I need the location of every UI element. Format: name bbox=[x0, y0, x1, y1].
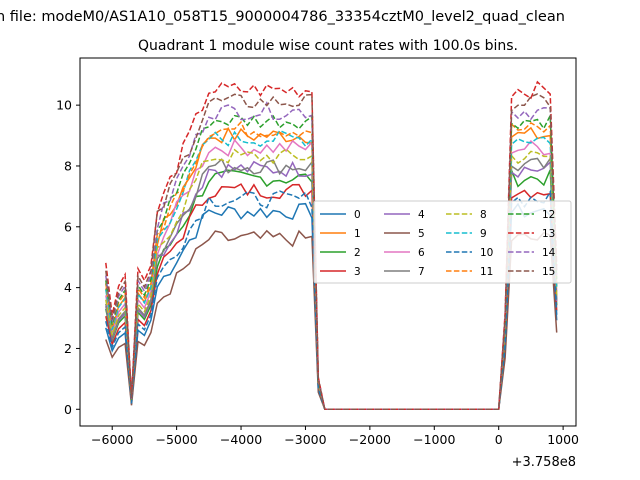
legend-label: 2 bbox=[354, 247, 361, 259]
x-tick-label: −6000 bbox=[91, 432, 133, 447]
legend-box bbox=[313, 200, 572, 284]
legend-label: 8 bbox=[480, 209, 487, 221]
legend-label: 0 bbox=[354, 209, 361, 221]
x-tick-label: −1000 bbox=[413, 432, 455, 447]
legend-label: 15 bbox=[542, 266, 555, 278]
legend-label: 13 bbox=[542, 228, 555, 240]
series-line-15 bbox=[105, 93, 558, 411]
legend-label: 11 bbox=[480, 266, 493, 278]
x-tick-label: 0 bbox=[495, 432, 503, 447]
legend-label: 14 bbox=[542, 247, 556, 259]
x-tick-label: −3000 bbox=[284, 432, 326, 447]
legend-label: 9 bbox=[480, 228, 487, 240]
y-axis: 0 2 4 6 8 10 bbox=[56, 98, 80, 417]
legend-label: 4 bbox=[418, 209, 425, 221]
y-tick-label: 10 bbox=[56, 98, 72, 113]
x-tick-label: −4000 bbox=[220, 432, 262, 447]
plot-frame bbox=[79, 57, 577, 427]
legend-label: 3 bbox=[354, 266, 361, 278]
y-tick-label: 6 bbox=[64, 219, 72, 234]
chart-suptitle: n file: modeM0/AS1A10_058T15_9000004786_… bbox=[0, 9, 565, 25]
y-tick-label: 0 bbox=[64, 402, 72, 417]
x-offset-label: +3.758e8 bbox=[512, 455, 576, 470]
y-tick-label: 8 bbox=[64, 158, 72, 173]
legend-label: 5 bbox=[418, 228, 425, 240]
legend-label: 1 bbox=[354, 228, 361, 240]
legend-label: 10 bbox=[480, 247, 493, 259]
x-tick-label: −5000 bbox=[155, 432, 197, 447]
y-tick-label: 2 bbox=[64, 341, 72, 356]
legend-label: 7 bbox=[418, 266, 425, 278]
x-tick-label: −2000 bbox=[349, 432, 391, 447]
chart-title: Quadrant 1 module wise count rates with … bbox=[138, 38, 518, 54]
y-tick-label: 4 bbox=[64, 280, 72, 295]
legend-label: 6 bbox=[418, 247, 425, 259]
x-tick-label: 1000 bbox=[547, 432, 579, 447]
series-layer bbox=[105, 80, 558, 411]
x-axis: −6000 −5000 −4000 −3000 −2000 −1000 0 1000 bbox=[91, 426, 579, 447]
legend-label: 12 bbox=[542, 209, 555, 221]
